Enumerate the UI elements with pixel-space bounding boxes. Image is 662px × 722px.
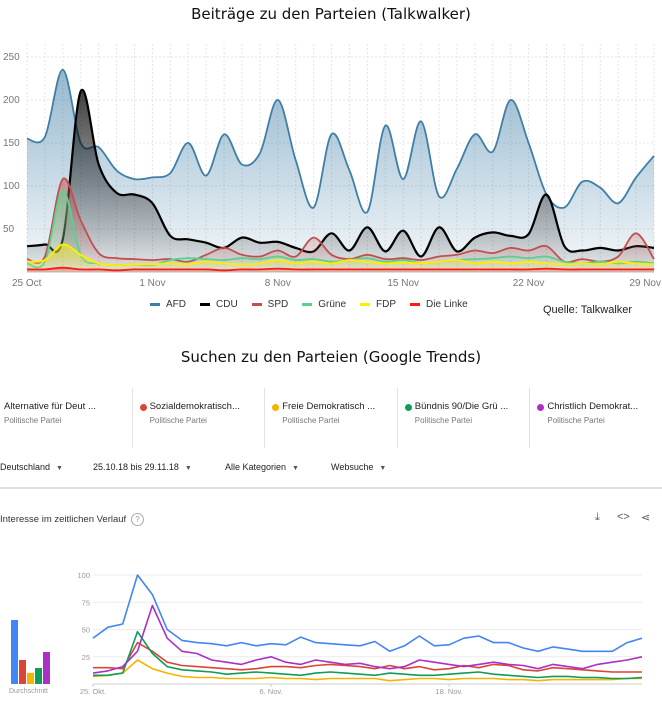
x-tick-label: 6. Nov. [259, 687, 282, 696]
average-bar [35, 668, 42, 684]
talkwalker-legend: AFD CDU SPD Grüne FDP Die Linke [150, 299, 468, 310]
x-tick-label: 25 Oct [12, 278, 42, 289]
help-icon[interactable]: ? [131, 513, 144, 526]
trend-line [92, 574, 643, 653]
legend-swatch [150, 303, 160, 306]
search-type-filter[interactable]: Websuche ▼ [331, 462, 386, 472]
term-type: Politische Partei [282, 416, 340, 425]
x-tick-label: 8 Nov [265, 278, 291, 289]
caret-down-icon: ▼ [56, 465, 63, 472]
y-tick-label: 50 [82, 626, 90, 635]
legend-label: Die Linke [426, 299, 468, 310]
x-tick-label: 15 Nov [387, 278, 419, 289]
y-tick-label: 100 [3, 181, 20, 192]
date-range-filter[interactable]: 25.10.18 bis 29.11.18 ▼ [93, 462, 192, 472]
series-line-CDU [26, 88, 655, 258]
trend-line [93, 641, 642, 673]
y-tick-label: 250 [3, 52, 20, 63]
interest-over-time-heading: Interesse im zeitlichen Verlauf [0, 514, 127, 525]
trends-chart: 25 50 75 100 25. Okt. 6. Nov. 18. Nov. [77, 571, 643, 696]
x-tick-label: 1 Nov [139, 278, 165, 289]
series-line-FDP [26, 243, 655, 267]
search-term-card[interactable]: Freie Demokratisch ... Politische Partei [265, 388, 398, 448]
category-filter[interactable]: Alle Kategorien ▼ [225, 462, 299, 472]
search-term-card[interactable]: Christlich Demokrat... Politische Partei [530, 388, 662, 448]
term-type: Politische Partei [149, 416, 207, 425]
legend-item: Grüne [302, 299, 346, 310]
term-color-dot [404, 404, 412, 411]
x-tick-label: 29 Nov [629, 278, 661, 289]
legend-item: SPD [251, 299, 289, 310]
filter-bar: Deutschland ▼ 25.10.18 bis 29.11.18 ▼ Alle… [0, 462, 662, 476]
term-type: Politische Partei [547, 416, 605, 425]
trend-line [92, 659, 642, 682]
series-area-AFD [27, 69, 654, 272]
term-name: Sozialdemokratisch... [149, 401, 240, 412]
legend-item: CDU [200, 299, 238, 310]
date-range-label: 25.10.18 bis 29.11.18 [93, 462, 179, 472]
x-tick-label: 25. Okt. [80, 687, 106, 696]
trend-line [92, 604, 643, 674]
legend-swatch [302, 303, 313, 306]
y-tick-label: 200 [3, 95, 20, 106]
search-type-label: Websuche [331, 462, 374, 472]
divider [0, 487, 662, 489]
y-tick-label: 150 [3, 138, 20, 149]
legend-swatch [200, 303, 210, 306]
legend-label: CDU [216, 299, 238, 310]
category-label: Alle Kategorien [225, 462, 287, 472]
term-name: Bündnis 90/Die Grü ... [414, 401, 509, 412]
x-tick-label: 18. Nov. [435, 687, 462, 696]
series-line-SPD [26, 177, 655, 264]
average-bars [11, 620, 50, 684]
term-type: Politische Partei [4, 416, 62, 425]
legend-item: FDP [360, 299, 396, 310]
share-icon[interactable]: ⋖ [641, 512, 651, 524]
average-bar [19, 660, 26, 684]
y-tick-label: 50 [3, 224, 15, 235]
region-label: Deutschland [0, 462, 51, 472]
download-icon[interactable]: ⤓ [595, 511, 600, 523]
legend-label: SPD [267, 299, 289, 310]
caret-down-icon: ▼ [292, 465, 299, 472]
trends-title: Suchen zu den Parteien (Google Trends) [180, 348, 482, 366]
term-color-dot [272, 404, 280, 411]
y-tick-label: 100 [77, 571, 90, 580]
caret-down-icon: ▼ [184, 465, 192, 472]
search-terms-bar: Alternative für Deut ... Politische Parte… [0, 388, 662, 448]
term-color-dot [139, 404, 147, 411]
talkwalker-chart: 50 100 150 200 250 25 Oct 1 Nov 8 Nov 15 Nov 22 N… [3, 44, 661, 289]
search-term-card[interactable]: Bündnis 90/Die Grü ... Politische Partei [398, 388, 531, 448]
legend-label: FDP [376, 299, 397, 310]
term-name: Christlich Demokrat... [547, 401, 639, 412]
average-bar [43, 652, 50, 684]
trend-line [93, 630, 643, 680]
average-bar [11, 620, 18, 684]
series-line-Die Linke [26, 266, 654, 272]
embed-icon[interactable]: <> [617, 511, 630, 523]
region-filter[interactable]: Deutschland ▼ [0, 462, 63, 472]
term-name: Freie Demokratisch ... [282, 401, 376, 412]
caret-down-icon: ▼ [379, 465, 387, 472]
x-tick-label: 22 Nov [513, 278, 545, 289]
average-label: Durchschnitt [9, 688, 48, 695]
search-term-card[interactable]: Alternative für Deut ... Politische Parte… [0, 388, 133, 448]
legend-item: Die Linke [410, 299, 468, 310]
legend-swatch [360, 303, 371, 306]
y-tick-label: 75 [82, 598, 90, 607]
term-name: Alternative für Deut ... [4, 401, 96, 412]
legend-label: Grüne [318, 299, 347, 310]
legend-label: AFD [166, 299, 186, 310]
legend-item: AFD [150, 299, 186, 310]
term-color-dot [537, 404, 545, 411]
talkwalker-title: Beiträge zu den Parteien (Talkwalker) [191, 5, 471, 23]
average-bar [27, 672, 34, 684]
term-type: Politische Partei [414, 416, 473, 425]
legend-swatch [410, 303, 421, 306]
search-term-card[interactable]: Sozialdemokratisch... Politische Partei [133, 388, 266, 448]
legend-swatch [251, 303, 262, 306]
y-tick-label: 25 [82, 653, 90, 662]
source-note: Quelle: Talkwalker [543, 304, 633, 316]
